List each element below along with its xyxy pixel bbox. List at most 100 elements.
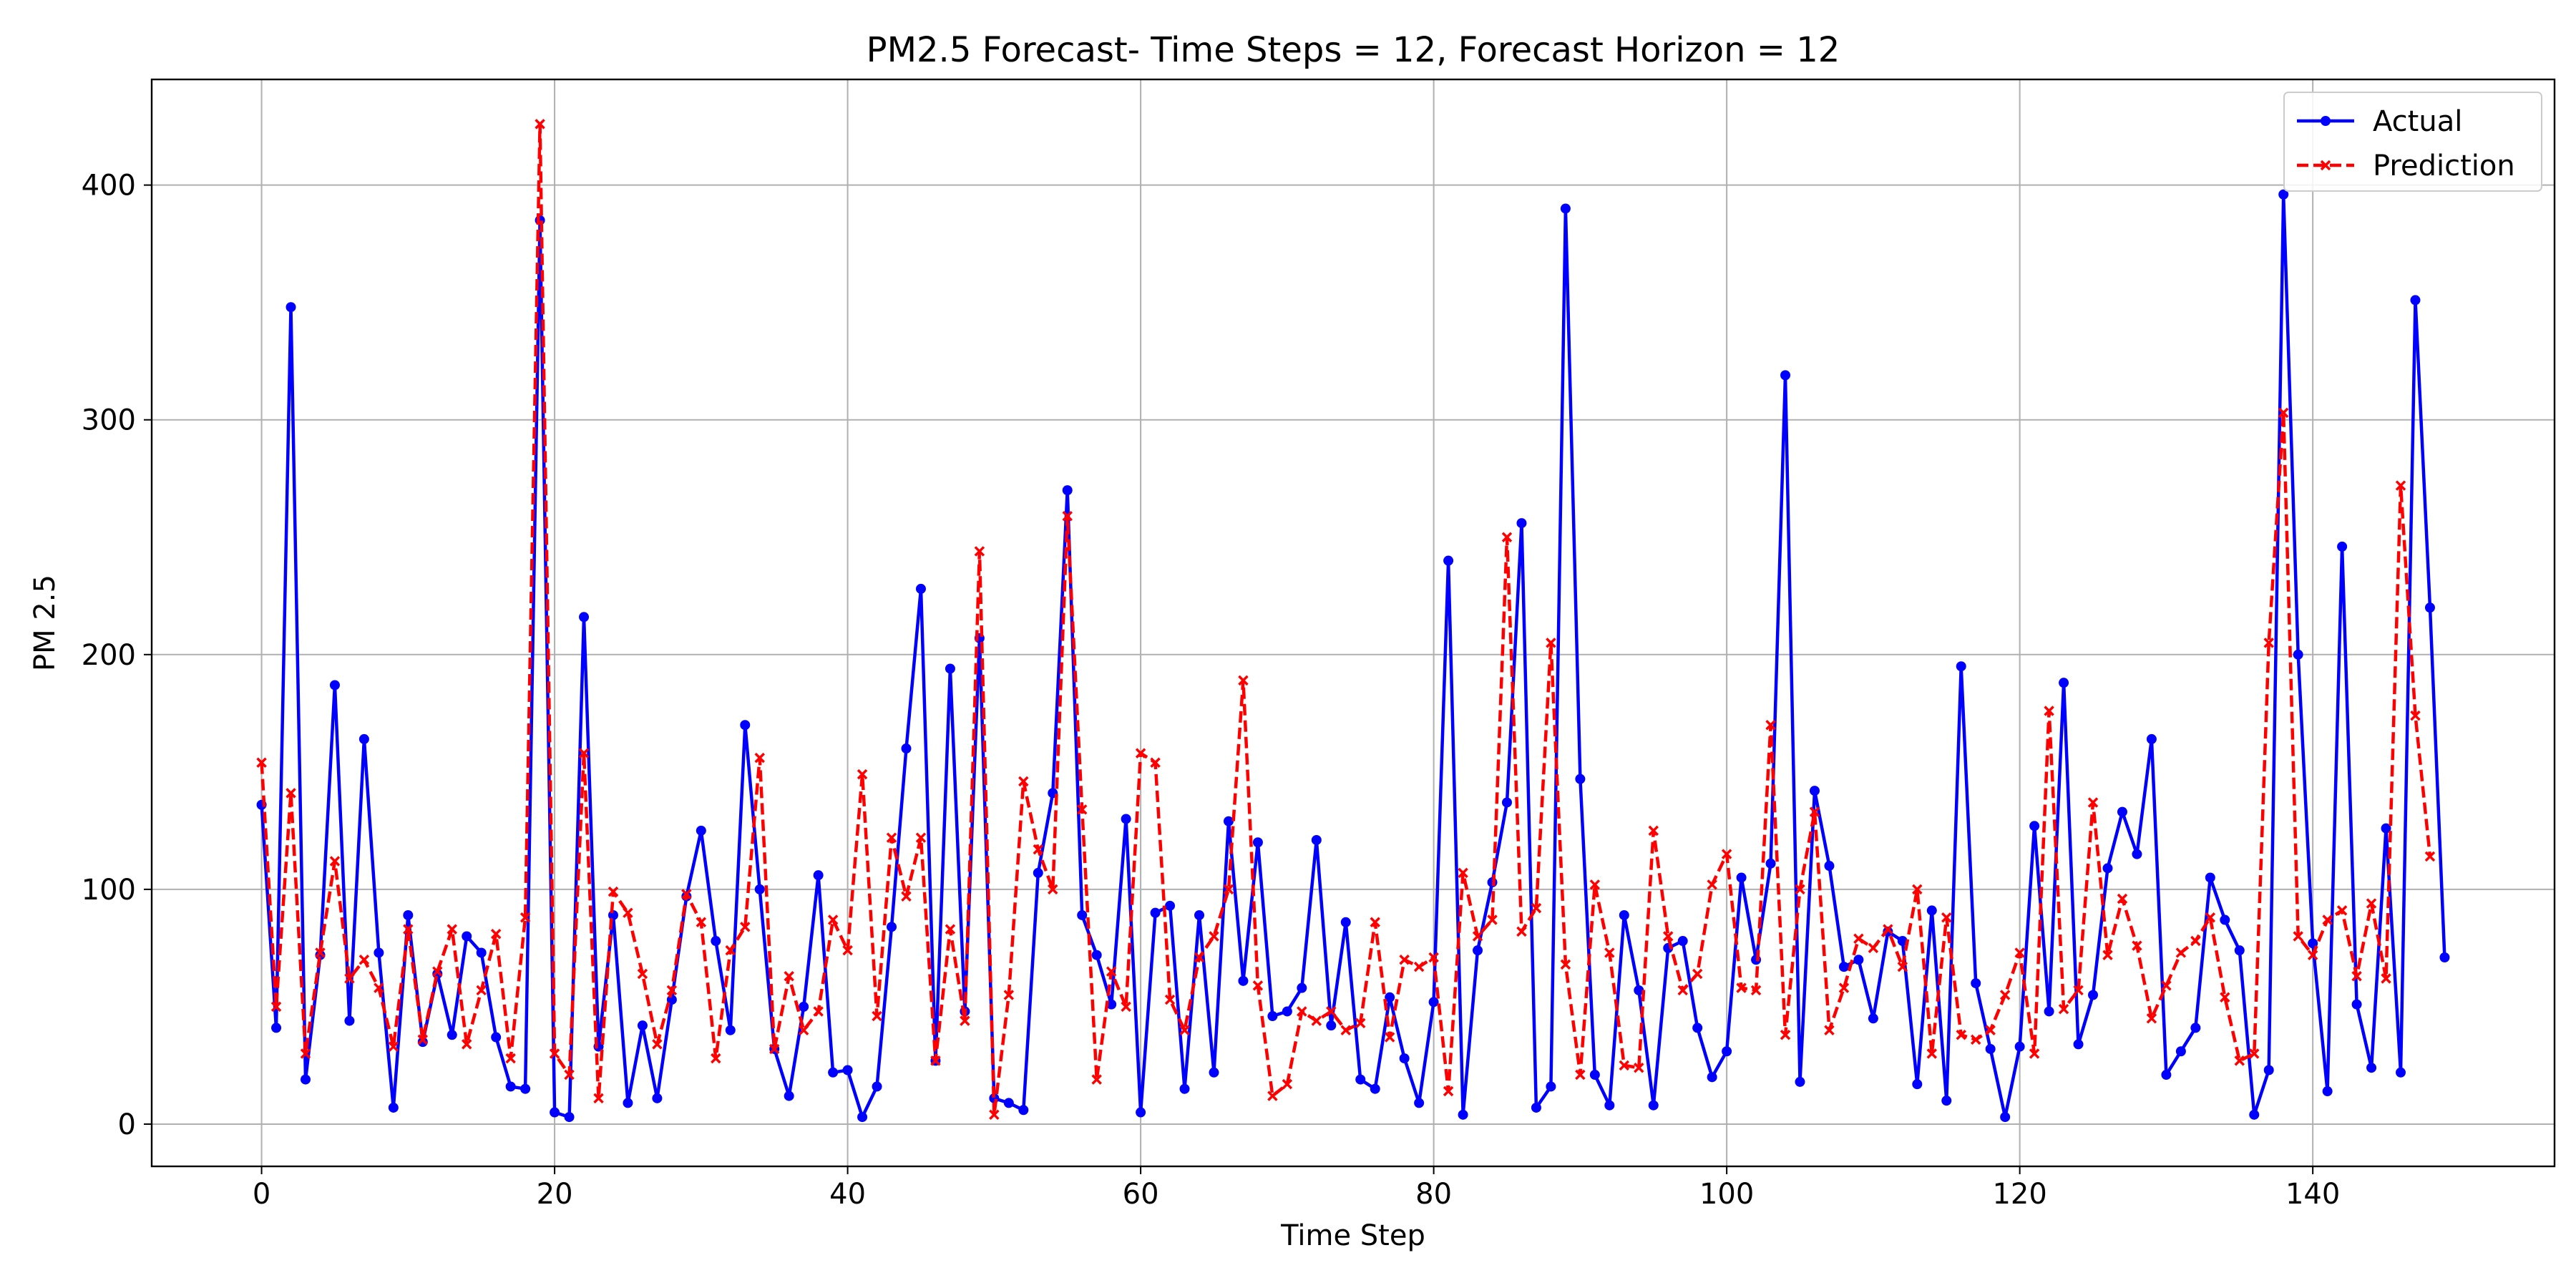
actual-point bbox=[1194, 909, 1205, 920]
actual-point bbox=[1355, 1074, 1366, 1085]
actual-point bbox=[358, 733, 369, 744]
actual-point bbox=[887, 922, 897, 932]
prediction-point bbox=[2132, 940, 2142, 951]
actual-point bbox=[872, 1081, 882, 1092]
prediction-point bbox=[1956, 1030, 1966, 1040]
actual-point bbox=[1589, 1070, 1600, 1080]
prediction-point bbox=[901, 891, 912, 902]
prediction-point bbox=[1619, 1060, 1630, 1071]
actual-point bbox=[842, 1065, 853, 1075]
prediction-point bbox=[564, 1069, 575, 1080]
prediction-point bbox=[2087, 797, 2099, 808]
actual-point bbox=[1077, 909, 1088, 920]
prediction-point bbox=[1677, 985, 1688, 996]
actual-point bbox=[2044, 1006, 2054, 1017]
prediction-point bbox=[1194, 952, 1205, 963]
prediction-point bbox=[1106, 966, 1117, 977]
prediction-point bbox=[1531, 902, 1542, 914]
series-lines bbox=[256, 119, 2450, 1123]
prediction-point bbox=[2366, 898, 2377, 909]
prediction-point bbox=[842, 945, 853, 956]
prediction-point bbox=[2117, 893, 2128, 904]
x-tick-label: 0 bbox=[253, 1178, 270, 1211]
prediction-point bbox=[1413, 961, 1425, 972]
actual-point bbox=[1003, 1098, 1014, 1108]
actual-point bbox=[1414, 1098, 1425, 1108]
actual-point bbox=[1091, 950, 1102, 960]
actual-point bbox=[1501, 797, 1512, 808]
prediction-point bbox=[1018, 776, 1029, 787]
prediction-point bbox=[857, 769, 868, 780]
x-tick-label: 20 bbox=[537, 1178, 573, 1211]
actual-point bbox=[1238, 975, 1249, 986]
actual-point bbox=[637, 1020, 648, 1031]
prediction-point bbox=[1560, 959, 1571, 970]
prediction-point bbox=[608, 886, 619, 897]
y-tick-label: 400 bbox=[82, 170, 136, 203]
prediction-point bbox=[1472, 931, 1483, 942]
prediction-point bbox=[578, 748, 590, 758]
actual-point bbox=[1692, 1023, 1703, 1033]
x-tick-label: 60 bbox=[1123, 1178, 1159, 1211]
prediction-point bbox=[1883, 924, 1893, 935]
prediction-point bbox=[2029, 1048, 2040, 1059]
prediction-point bbox=[1868, 942, 1879, 954]
actual-point bbox=[1736, 872, 1747, 883]
prediction-point bbox=[1384, 1032, 1395, 1043]
x-axis-label: Time Step bbox=[1280, 1219, 1425, 1252]
actual-point bbox=[1575, 774, 1586, 784]
actual-point bbox=[1340, 917, 1351, 927]
prediction-point bbox=[2205, 912, 2216, 923]
actual-point bbox=[1150, 907, 1161, 918]
prediction-point bbox=[1809, 806, 1820, 817]
prediction-point bbox=[1179, 1025, 1190, 1035]
prediction-point bbox=[1223, 884, 1234, 895]
prediction-point bbox=[315, 947, 326, 958]
prediction-point bbox=[872, 1010, 882, 1022]
prediction-point bbox=[1926, 1048, 1938, 1059]
actual-point bbox=[2366, 1063, 2377, 1073]
prediction-point bbox=[1750, 985, 1762, 996]
actual-point bbox=[754, 884, 765, 894]
prediction-point bbox=[1487, 914, 1498, 925]
actual-point bbox=[1326, 1020, 1337, 1031]
prediction-point bbox=[535, 119, 545, 130]
actual-point bbox=[1062, 485, 1073, 496]
prediction-point bbox=[2058, 1003, 2069, 1015]
prediction-point bbox=[813, 1006, 824, 1017]
prediction-point bbox=[1941, 912, 1952, 923]
prediction-point bbox=[1076, 804, 1088, 815]
prediction-point bbox=[2073, 985, 2084, 996]
actual-point bbox=[2117, 806, 2127, 817]
prediction-point bbox=[1297, 1006, 1307, 1017]
prediction-point bbox=[1003, 990, 1015, 1000]
actual-point bbox=[2059, 678, 2069, 688]
actual-point bbox=[1897, 936, 1908, 947]
prediction-point bbox=[930, 1055, 941, 1066]
prediction-point bbox=[1399, 955, 1410, 965]
actual-point bbox=[945, 663, 955, 674]
actual-point bbox=[2424, 602, 2435, 613]
prediction-point bbox=[1501, 532, 1513, 542]
actual-point bbox=[476, 947, 487, 958]
prediction-point bbox=[1824, 1025, 1835, 1035]
prediction-point bbox=[769, 1043, 780, 1055]
prediction-point bbox=[2044, 706, 2054, 716]
actual-point bbox=[740, 720, 751, 731]
x-tick-label: 80 bbox=[1415, 1178, 1452, 1211]
actual-point bbox=[505, 1081, 516, 1092]
prediction-point bbox=[1062, 510, 1073, 522]
prediction-point bbox=[637, 968, 648, 980]
actual-point bbox=[2073, 1039, 2084, 1050]
prediction-point bbox=[1721, 849, 1732, 859]
actual-point bbox=[1179, 1083, 1190, 1094]
actual-point bbox=[1311, 834, 1322, 845]
actual-point bbox=[1926, 905, 1937, 916]
prediction-point bbox=[1238, 675, 1249, 686]
prediction-point bbox=[725, 945, 736, 956]
actual-point bbox=[1546, 1081, 1556, 1092]
actual-point bbox=[1458, 1109, 1468, 1120]
legend-label-prediction: Prediction bbox=[2373, 150, 2515, 182]
actual-point bbox=[2249, 1109, 2260, 1120]
